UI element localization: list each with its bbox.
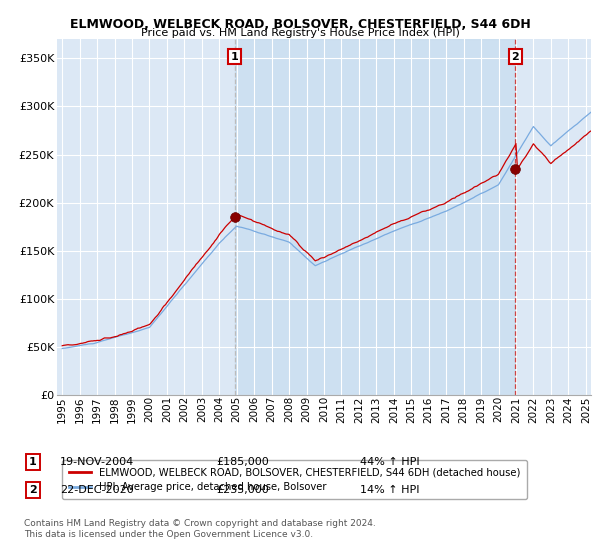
Text: Price paid vs. HM Land Registry's House Price Index (HPI): Price paid vs. HM Land Registry's House … (140, 28, 460, 38)
Text: 2: 2 (512, 52, 520, 62)
Text: 2: 2 (29, 485, 37, 495)
Legend: ELMWOOD, WELBECK ROAD, BOLSOVER, CHESTERFIELD, S44 6DH (detached house), HPI: Av: ELMWOOD, WELBECK ROAD, BOLSOVER, CHESTER… (62, 460, 527, 500)
Text: £185,000: £185,000 (216, 457, 269, 467)
Text: 14% ↑ HPI: 14% ↑ HPI (360, 485, 419, 495)
Text: 44% ↑ HPI: 44% ↑ HPI (360, 457, 419, 467)
Text: 1: 1 (231, 52, 239, 62)
Text: 1: 1 (29, 457, 37, 467)
Text: 19-NOV-2004: 19-NOV-2004 (60, 457, 134, 467)
Text: Contains HM Land Registry data © Crown copyright and database right 2024.
This d: Contains HM Land Registry data © Crown c… (24, 520, 376, 539)
Text: 22-DEC-2020: 22-DEC-2020 (60, 485, 134, 495)
Text: ELMWOOD, WELBECK ROAD, BOLSOVER, CHESTERFIELD, S44 6DH: ELMWOOD, WELBECK ROAD, BOLSOVER, CHESTER… (70, 18, 530, 31)
Bar (235, 39, 515, 395)
Text: £235,000: £235,000 (216, 485, 269, 495)
